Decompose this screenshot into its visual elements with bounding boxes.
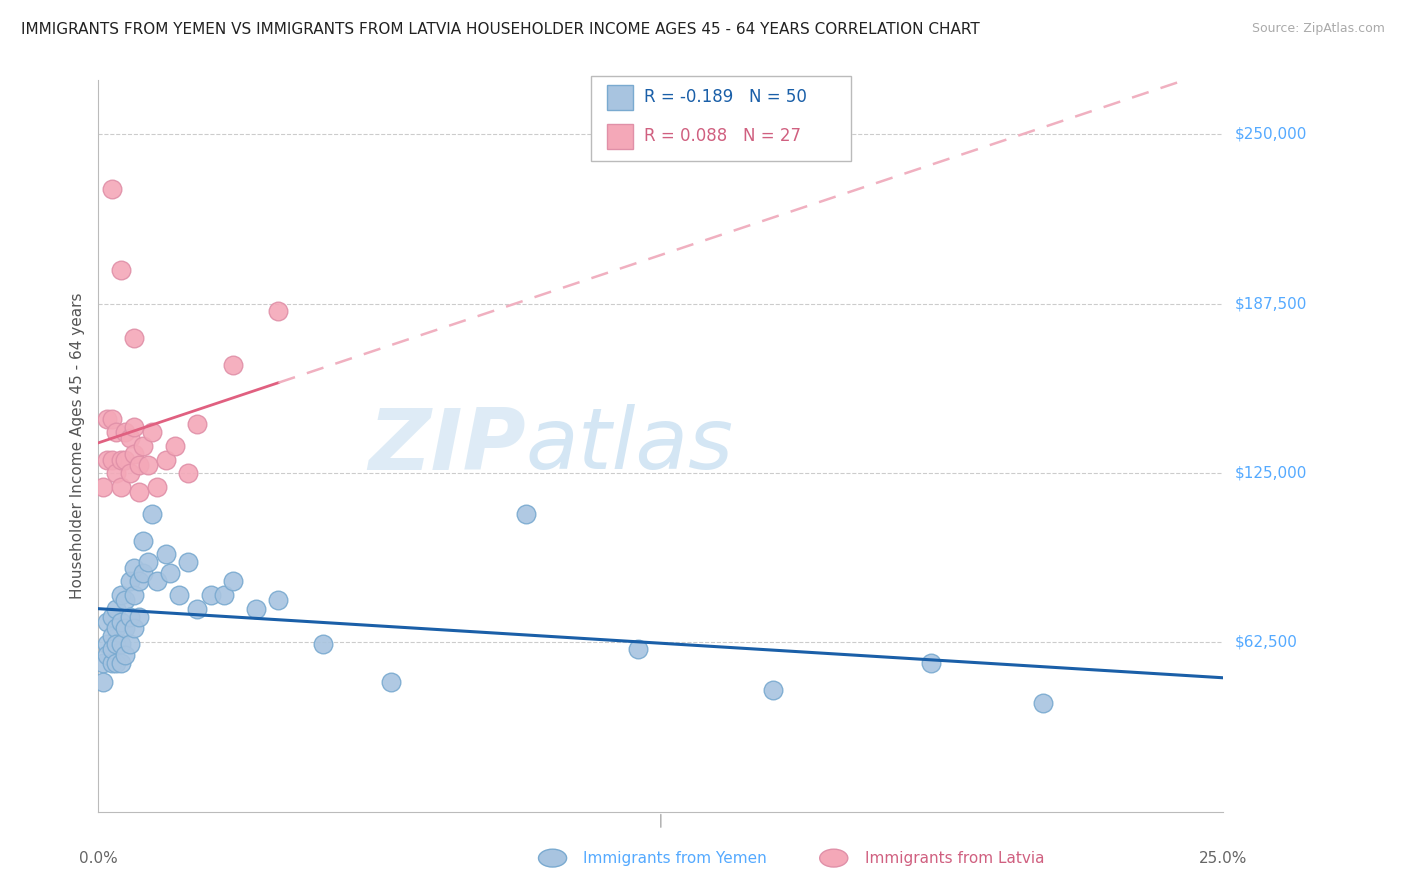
- Text: Immigrants from Yemen: Immigrants from Yemen: [583, 851, 768, 865]
- Point: [245, 601, 267, 615]
- Point: [96, 637, 118, 651]
- Y-axis label: Householder Income Ages 45 - 64 years: Householder Income Ages 45 - 64 years: [69, 293, 84, 599]
- Point: [267, 593, 290, 607]
- Text: $62,500: $62,500: [1234, 635, 1298, 650]
- Point: [118, 466, 141, 480]
- Point: [110, 656, 132, 670]
- Point: [136, 458, 159, 472]
- Point: [114, 648, 136, 662]
- Text: $125,000: $125,000: [1234, 466, 1306, 481]
- Point: [118, 609, 141, 624]
- Point: [114, 593, 136, 607]
- Point: [110, 615, 132, 629]
- Point: [124, 447, 146, 461]
- Point: [105, 425, 128, 440]
- Point: [101, 412, 124, 426]
- Point: [124, 331, 146, 345]
- Point: [105, 466, 128, 480]
- Text: IMMIGRANTS FROM YEMEN VS IMMIGRANTS FROM LATVIA HOUSEHOLDER INCOME AGES 45 - 64 : IMMIGRANTS FROM YEMEN VS IMMIGRANTS FROM…: [21, 22, 980, 37]
- Point: [105, 656, 128, 670]
- Point: [101, 181, 124, 195]
- Point: [128, 609, 150, 624]
- Point: [146, 480, 169, 494]
- Text: 0.0%: 0.0%: [79, 851, 118, 865]
- Text: atlas: atlas: [526, 404, 734, 488]
- Point: [159, 566, 181, 581]
- Point: [222, 358, 245, 372]
- Point: [91, 656, 114, 670]
- Point: [110, 263, 132, 277]
- Point: [380, 674, 402, 689]
- Point: [222, 574, 245, 589]
- Point: [163, 439, 186, 453]
- Point: [146, 574, 169, 589]
- Point: [312, 637, 335, 651]
- Point: [124, 420, 146, 434]
- Point: [267, 303, 290, 318]
- Point: [132, 566, 155, 581]
- Point: [186, 417, 208, 432]
- Text: R = 0.088   N = 27: R = 0.088 N = 27: [644, 128, 801, 145]
- Text: $187,500: $187,500: [1234, 296, 1306, 311]
- Text: Source: ZipAtlas.com: Source: ZipAtlas.com: [1251, 22, 1385, 36]
- Point: [105, 637, 128, 651]
- Point: [114, 452, 136, 467]
- Point: [155, 452, 177, 467]
- Text: Immigrants from Latvia: Immigrants from Latvia: [865, 851, 1045, 865]
- Point: [762, 682, 785, 697]
- Point: [141, 507, 163, 521]
- Point: [124, 561, 146, 575]
- Point: [110, 637, 132, 651]
- Point: [169, 588, 191, 602]
- Point: [114, 620, 136, 634]
- Point: [101, 452, 124, 467]
- Point: [141, 425, 163, 440]
- Point: [96, 648, 118, 662]
- Point: [627, 642, 650, 657]
- Point: [91, 674, 114, 689]
- Point: [96, 412, 118, 426]
- Text: ZIP: ZIP: [368, 404, 526, 488]
- Point: [110, 480, 132, 494]
- Point: [177, 556, 200, 570]
- Point: [91, 480, 114, 494]
- Point: [124, 620, 146, 634]
- Point: [101, 656, 124, 670]
- Point: [118, 637, 141, 651]
- Point: [177, 466, 200, 480]
- Point: [155, 547, 177, 561]
- Point: [128, 485, 150, 500]
- Point: [128, 574, 150, 589]
- Point: [105, 601, 128, 615]
- Point: [114, 425, 136, 440]
- Point: [1032, 697, 1054, 711]
- Point: [515, 507, 537, 521]
- Point: [132, 533, 155, 548]
- Point: [101, 609, 124, 624]
- Point: [124, 588, 146, 602]
- Point: [214, 588, 236, 602]
- Point: [920, 656, 942, 670]
- Point: [110, 588, 132, 602]
- Text: R = -0.189   N = 50: R = -0.189 N = 50: [644, 88, 807, 106]
- Point: [118, 574, 141, 589]
- Point: [136, 556, 159, 570]
- Point: [200, 588, 222, 602]
- Point: [186, 601, 208, 615]
- Point: [128, 458, 150, 472]
- Point: [96, 615, 118, 629]
- Point: [101, 629, 124, 643]
- Point: [132, 439, 155, 453]
- Point: [110, 452, 132, 467]
- Point: [101, 642, 124, 657]
- Point: [96, 452, 118, 467]
- Text: 25.0%: 25.0%: [1199, 851, 1247, 865]
- Point: [105, 620, 128, 634]
- Point: [118, 431, 141, 445]
- Text: $250,000: $250,000: [1234, 127, 1306, 142]
